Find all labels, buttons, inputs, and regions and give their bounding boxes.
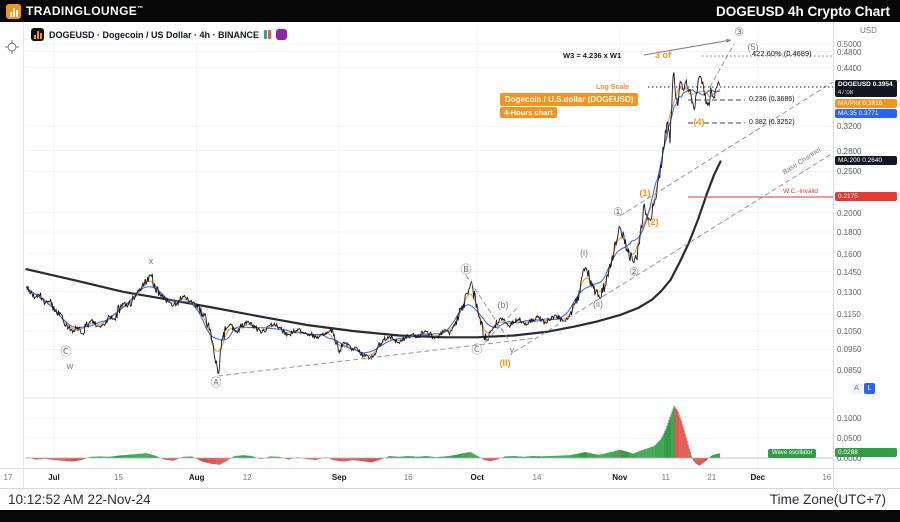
time-axis-label: Oct: [470, 473, 484, 482]
time-axis-label: 15: [113, 473, 123, 482]
price-axis-label: 0.3200: [837, 122, 862, 132]
page-title: DOGEUSD 4h Crypto Chart: [715, 3, 890, 19]
price-axis-label: 0.1150: [837, 310, 861, 320]
candles-icon[interactable]: [264, 30, 272, 39]
price-axis-label: 0.1450: [837, 267, 862, 277]
time-axis-label: Nov: [612, 473, 628, 482]
time-axis-label: 16: [403, 473, 413, 482]
wave-label[interactable]: Ⓒ: [471, 344, 483, 356]
price-axis-label: 0.1800: [837, 227, 862, 237]
fib-236-label[interactable]: 0.236 (0.3686): [749, 96, 795, 103]
price-axis-label: 0.5000: [837, 40, 862, 49]
auto-scale-toggle[interactable]: A: [851, 383, 862, 394]
tradinglounge-brand-icon: [6, 3, 21, 19]
price-axis-label: 0.4800: [837, 47, 862, 57]
wave-label[interactable]: ①: [613, 206, 623, 219]
brand: TRADINGLOUNGE™: [6, 3, 144, 19]
wave-label[interactable]: (1): [639, 188, 651, 198]
axis-currency-label: USD: [860, 26, 877, 35]
drawing-toolbar[interactable]: [0, 22, 24, 488]
price-axis-label: 0.1600: [837, 249, 862, 259]
brand-text: TRADINGLOUNGE™: [26, 4, 144, 18]
time-axis-label: 17: [3, 473, 13, 482]
time-axis-separator: [0, 468, 900, 469]
tradinglounge-logo-icon: [31, 28, 44, 41]
osc-axis-label: 0.0500: [837, 434, 862, 443]
wave-label[interactable]: Ⓑ: [460, 264, 472, 276]
wave-label[interactable]: (ii): [593, 299, 603, 309]
log-scale-annotation[interactable]: Log Scale: [596, 84, 630, 91]
time-axis-label: 11: [661, 473, 670, 482]
symbol-legend[interactable]: DOGEUSD · Dogecoin / US Dollar · 4h · BI…: [28, 27, 291, 42]
badge-symbol-price: 0.3954: [872, 81, 893, 88]
price-axis-label: 0.4400: [837, 63, 862, 73]
ma200-badge: MA:200 0.2640: [835, 156, 897, 165]
current-time: 10:12:52 AM 22-Nov-24: [8, 492, 151, 507]
badge-symbol-name: DOGEUSD: [838, 81, 871, 88]
time-axis-label: 21: [707, 473, 717, 482]
wave-label[interactable]: w: [66, 361, 74, 371]
wave-label[interactable]: (b): [497, 300, 509, 310]
invalidation-price-badge: 0.2175: [835, 192, 897, 201]
time-axis-label: Dec: [750, 473, 766, 482]
price-axis-label: 0.1050: [837, 327, 862, 337]
indicator-icon[interactable]: [276, 29, 288, 40]
wave-label[interactable]: (i): [580, 248, 588, 258]
price-axis-label: 0.1300: [837, 287, 862, 297]
bar-countdown: 47:08: [838, 90, 854, 96]
wave-label[interactable]: (4): [693, 117, 705, 127]
log-scale-toggle[interactable]: L: [864, 383, 875, 394]
wave-label[interactable]: Ⓒ: [60, 346, 72, 358]
price-axis-label: 0.2500: [837, 167, 862, 177]
wave-oscillator-value-badge: 0.0288: [835, 448, 897, 457]
time-axis-label: 16: [822, 473, 832, 482]
wave-label[interactable]: x: [148, 256, 154, 266]
w3-target-annotation[interactable]: W3 = 4.236 x W1: [563, 51, 622, 60]
wave-label[interactable]: (5): [747, 42, 759, 52]
wave-label[interactable]: y: [509, 345, 515, 355]
price-axis-label: 0.0850: [837, 365, 862, 375]
crosshair-icon[interactable]: [4, 40, 19, 54]
ma35-badge: MA:35 0.3771: [835, 109, 897, 118]
wave-label[interactable]: Ⓐ: [210, 377, 222, 389]
price-axis-label: 0.2800: [837, 146, 862, 156]
time-axis-label: Jul: [48, 473, 60, 482]
wave-label[interactable]: ②: [629, 266, 639, 279]
osc-axis-label: 0.0000: [837, 454, 862, 463]
time-axis-label: 12: [242, 473, 252, 482]
symbol-legend-text: DOGEUSD · Dogecoin / US Dollar · 4h · BI…: [49, 29, 260, 40]
fib-382-label[interactable]: 0.382 (0.3252): [749, 119, 795, 126]
chart-subtitle-box[interactable]: 4-Hours chart: [500, 107, 557, 118]
wave-label[interactable]: (II): [499, 358, 511, 368]
wave-label[interactable]: (2): [647, 217, 659, 227]
ma-plot-badge: MA/Plot 0.3816: [835, 99, 897, 108]
fib-extension-label[interactable]: 422.60% (0.4689): [752, 49, 812, 58]
time-axis-label: Sep: [331, 473, 347, 482]
statusbar: 10:12:52 AM 22-Nov-24 Time Zone(UTC+7): [0, 488, 900, 510]
symbol-price-badge: DOGEUSD 0.3954 47:08: [835, 80, 897, 97]
time-axis-label: Aug: [188, 473, 205, 482]
wave-label[interactable]: ③: [734, 26, 744, 39]
osc-axis-label: 0.1000: [837, 414, 862, 423]
wave-label[interactable]: 3 of: [654, 50, 672, 60]
invalidation-label[interactable]: W.C.-Invalid: [783, 188, 819, 195]
price-axis-label: 0.2000: [837, 208, 862, 218]
price-axis-label: 0.0950: [837, 345, 862, 355]
chart-title-box[interactable]: Dogecoin / U.S.dollar (DOGEUSD): [500, 93, 639, 106]
bottom-bar: [0, 510, 900, 522]
app-header: TRADINGLOUNGE™ DOGEUSD 4h Crypto Chart: [0, 0, 900, 22]
time-axis-label: 14: [532, 473, 542, 482]
wave-oscillator-label-badge: Wave oscillator: [768, 449, 817, 458]
timezone-label[interactable]: Time Zone(UTC+7): [769, 492, 886, 507]
